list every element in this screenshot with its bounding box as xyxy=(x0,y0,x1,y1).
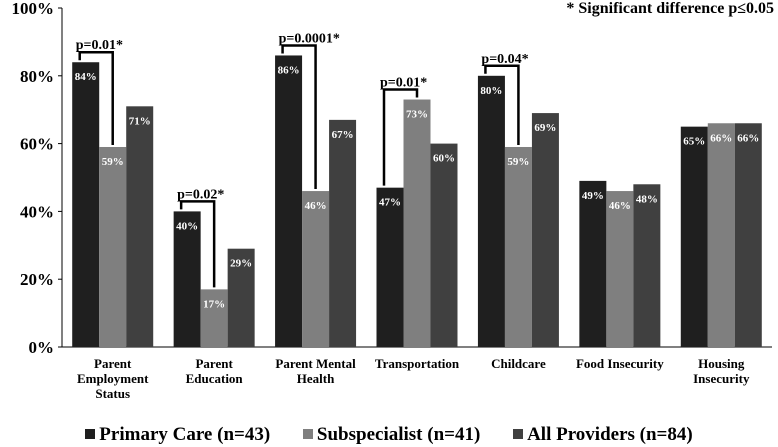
bar xyxy=(227,248,255,347)
bar xyxy=(72,62,100,348)
data-label: 17% xyxy=(203,298,225,310)
bar xyxy=(579,180,607,347)
data-label: 59% xyxy=(507,156,529,168)
x-tick-label: Childcare xyxy=(491,356,546,371)
legend: Primary Care (n=43) Subspecialist (n=41)… xyxy=(0,424,778,446)
legend-swatch xyxy=(513,429,524,439)
data-label: 65% xyxy=(683,136,705,148)
bar xyxy=(504,146,532,347)
bar xyxy=(633,184,661,347)
data-label: 49% xyxy=(582,190,604,202)
data-label: 84% xyxy=(75,71,97,83)
bar xyxy=(200,289,228,347)
data-label: 47% xyxy=(379,197,401,209)
x-tick-label: Parent Education xyxy=(186,356,244,386)
significance-bracket xyxy=(179,200,216,288)
significance-note: * Significant difference p≤0.05 xyxy=(566,0,774,17)
x-tick-label: Parent Mental Health xyxy=(275,356,356,386)
x-tick-label: Food Insecurity xyxy=(576,356,664,371)
data-label: 40% xyxy=(176,220,198,232)
significance-label: p=0.02* xyxy=(177,187,224,202)
bar xyxy=(430,143,458,347)
bar xyxy=(707,123,735,347)
x-tick-label: Housing Insecurity xyxy=(693,356,750,386)
data-label: 67% xyxy=(332,129,354,141)
bar xyxy=(734,123,762,347)
bar xyxy=(173,211,201,347)
legend-item-all-providers: All Providers (n=84) xyxy=(513,424,693,446)
y-tick-label: 60% xyxy=(20,135,54,154)
data-label: 60% xyxy=(433,153,455,165)
bar xyxy=(680,126,708,348)
legend-label: Subspecialist (n=41) xyxy=(316,424,481,445)
bar xyxy=(126,106,154,347)
data-label: 29% xyxy=(230,258,252,270)
data-label: 73% xyxy=(406,109,428,121)
data-label: 66% xyxy=(710,132,732,144)
bar xyxy=(477,75,505,348)
y-tick-label: 100% xyxy=(12,0,55,18)
y-tick-label: 20% xyxy=(20,270,54,289)
significance-label: p=0.01* xyxy=(380,76,427,91)
bar xyxy=(403,99,431,347)
significance-label: p=0.04* xyxy=(481,52,528,67)
data-label: 66% xyxy=(737,132,759,144)
significance-label: p=0.0001* xyxy=(279,31,340,46)
data-label: 69% xyxy=(534,122,556,134)
bar xyxy=(606,191,634,347)
y-tick-label: 80% xyxy=(20,67,54,86)
data-label: 80% xyxy=(480,85,502,97)
significance-bracket xyxy=(382,88,419,186)
significance-bracket xyxy=(484,64,520,145)
legend-item-primary-care: Primary Care (n=43) xyxy=(85,424,270,446)
bar xyxy=(376,187,404,347)
y-tick-label: 0% xyxy=(29,338,55,357)
y-tick-label: 40% xyxy=(20,202,54,221)
bar xyxy=(302,191,330,347)
significance-label: p=0.01* xyxy=(76,38,123,53)
bar xyxy=(275,55,303,348)
data-label: 46% xyxy=(609,200,631,212)
legend-item-subspecialist: Subspecialist (n=41) xyxy=(302,424,481,446)
data-label: 48% xyxy=(636,193,658,205)
data-label: 86% xyxy=(278,64,300,76)
data-label: 46% xyxy=(305,200,327,212)
x-tick-label: Transportation xyxy=(375,356,460,371)
legend-swatch xyxy=(302,429,313,439)
data-label: 71% xyxy=(129,115,151,127)
bar xyxy=(531,113,559,347)
significance-bracket xyxy=(281,44,317,190)
legend-swatch xyxy=(85,429,96,439)
significance-bracket xyxy=(78,50,114,145)
bar xyxy=(329,119,357,348)
x-tick-label: Parent Employment Status xyxy=(77,356,149,401)
data-label: 59% xyxy=(102,156,124,168)
legend-label: All Providers (n=84) xyxy=(527,424,693,445)
bar xyxy=(99,146,127,347)
legend-label: Primary Care (n=43) xyxy=(99,424,271,445)
